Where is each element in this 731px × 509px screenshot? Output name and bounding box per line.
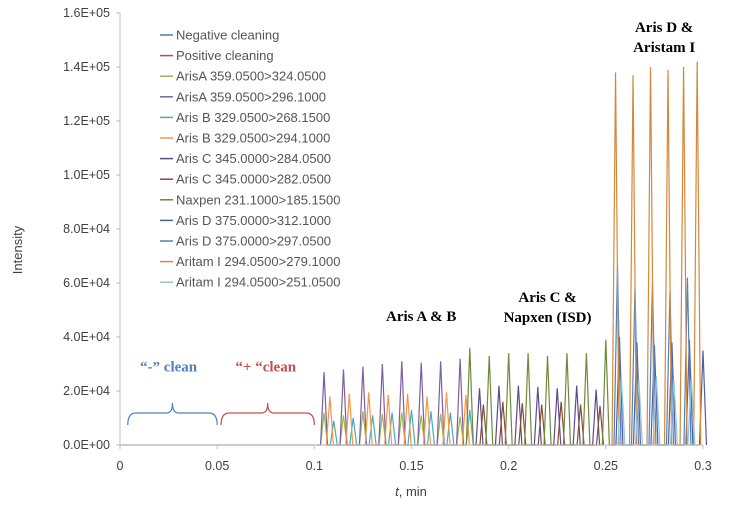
x-tick-label: 0.05 (205, 459, 229, 473)
group-annotation: Aris C & (518, 290, 576, 306)
bracket-brace (220, 402, 315, 426)
legend-entry: ArisA 359.0500>324.0500 (176, 69, 326, 84)
legend-entry: Aritam I 294.0500>279.1000 (176, 254, 340, 269)
legend-entry: Aris D 375.0000>297.0500 (176, 234, 331, 249)
legend-entry: Aris B 329.0500>294.1000 (176, 131, 330, 146)
legend-entry: ArisA 359.0500>296.1000 (176, 89, 326, 104)
y-axis-title: Intensity (10, 225, 25, 274)
group-annotation: Napxen (ISD) (504, 310, 592, 326)
group-annotation: Aris D & (635, 20, 693, 36)
y-tick-label: 1.0E+05 (63, 168, 110, 182)
y-tick-label: 2.0E+04 (63, 384, 110, 398)
legend-entry: Aris D 375.0000>312.1000 (176, 213, 331, 228)
y-tick-label: 0.0E+00 (63, 438, 110, 452)
x-tick-label: 0 (117, 459, 124, 473)
x-tick-label: 0.25 (594, 459, 618, 473)
y-tick-label: 8.0E+04 (63, 222, 110, 236)
y-tick-label: 1.2E+05 (63, 114, 110, 128)
annotations: “-” clean “+ “clean Aris A & B Aris C & Napx… (127, 20, 695, 426)
legend-entry: Aris C 345.0000>282.0500 (176, 172, 331, 187)
legend: Negative cleaning Positive cleaning ArisA … (160, 28, 340, 290)
group-annotation: Aris A & B (386, 309, 456, 325)
clean-label: “+ “clean (235, 360, 296, 376)
x-tick-label: 0.3 (694, 459, 711, 473)
legend-entry: Naxpen 231.1000>185.1500 (176, 192, 340, 207)
legend-entry: Aris B 329.0500>268.1500 (176, 110, 330, 125)
axes (116, 12, 704, 449)
tick-labels: 0.0E+00 2.0E+04 4.0E+04 6.0E+04 8.0E+04 1.0E+… (63, 6, 712, 473)
y-tick-label: 1.4E+05 (63, 60, 110, 74)
clean-label: “-” clean (140, 360, 198, 376)
legend-entry: Aris C 345.0000>284.0500 (176, 151, 331, 166)
y-tick-label: 6.0E+04 (63, 276, 110, 290)
bracket-brace (127, 402, 218, 426)
y-tick-label: 1.6E+05 (63, 6, 110, 20)
x-axis-title: t, min (395, 484, 427, 499)
legend-entry: Negative cleaning (176, 28, 279, 43)
x-tick-label: 0.2 (500, 459, 517, 473)
x-tick-label: 0.1 (306, 459, 323, 473)
legend-entry: Aritam I 294.0500>251.0500 (176, 275, 340, 290)
group-annotation: Aristam I (633, 40, 695, 56)
x-tick-label: 0.15 (399, 459, 423, 473)
y-tick-label: 4.0E+04 (63, 330, 110, 344)
legend-entry: Positive cleaning (176, 48, 274, 63)
